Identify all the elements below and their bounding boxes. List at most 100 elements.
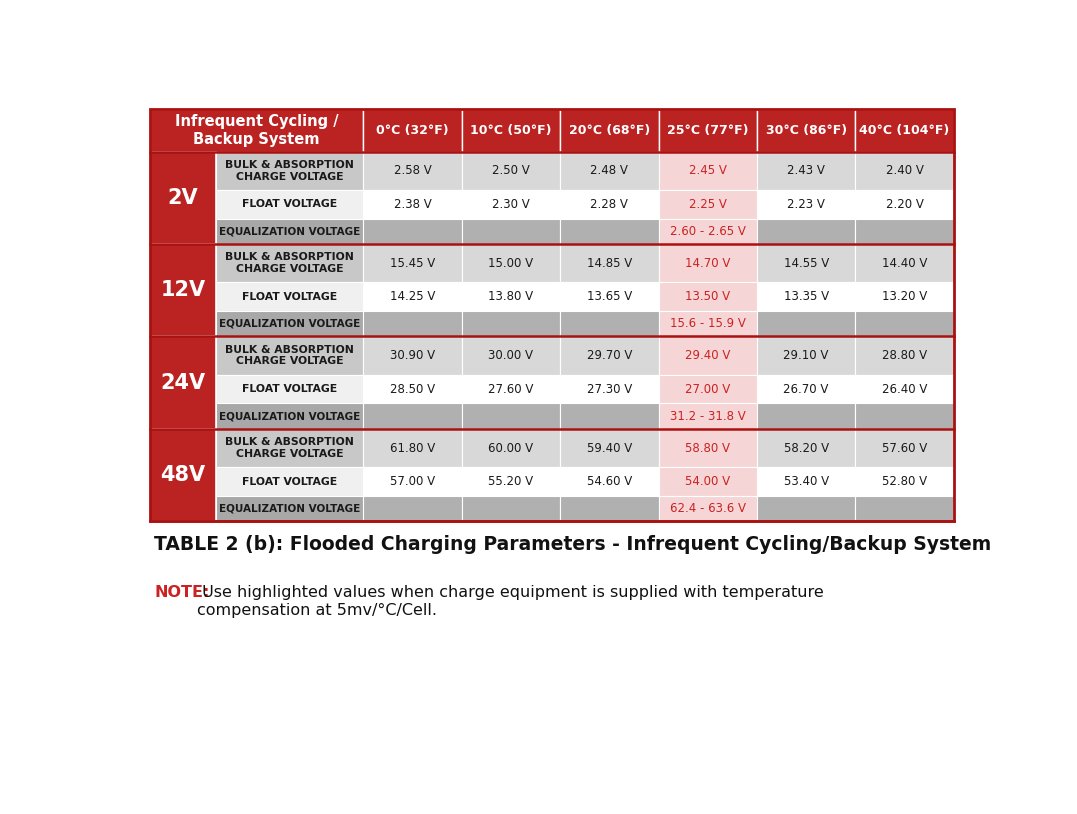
Text: 14.70 V: 14.70 V bbox=[685, 256, 730, 269]
Bar bbox=[560, 219, 658, 244]
Bar bbox=[363, 282, 462, 311]
Bar bbox=[757, 496, 855, 521]
Text: 28.50 V: 28.50 V bbox=[390, 383, 435, 396]
Text: 27.30 V: 27.30 V bbox=[587, 383, 632, 396]
Text: 0°C (32°F): 0°C (32°F) bbox=[376, 124, 449, 137]
Bar bbox=[150, 429, 216, 521]
Text: 14.25 V: 14.25 V bbox=[390, 291, 435, 304]
Bar bbox=[855, 496, 954, 521]
Bar bbox=[363, 467, 462, 496]
Text: 2.60 - 2.65 V: 2.60 - 2.65 V bbox=[670, 225, 745, 238]
Bar bbox=[757, 219, 855, 244]
Bar bbox=[855, 467, 954, 496]
Bar bbox=[757, 429, 855, 467]
Text: 2.50 V: 2.50 V bbox=[492, 164, 530, 177]
Text: 57.00 V: 57.00 V bbox=[390, 475, 435, 488]
Bar bbox=[216, 404, 363, 429]
Text: 24V: 24V bbox=[160, 373, 206, 392]
Bar bbox=[462, 496, 560, 521]
Bar bbox=[216, 496, 363, 521]
Bar bbox=[855, 375, 954, 404]
Bar bbox=[150, 151, 216, 244]
Text: BULK & ABSORPTION
CHARGE VOLTAGE: BULK & ABSORPTION CHARGE VOLTAGE bbox=[225, 252, 354, 274]
Text: FLOAT VOLTAGE: FLOAT VOLTAGE bbox=[242, 199, 337, 209]
Text: 54.00 V: 54.00 V bbox=[685, 475, 730, 488]
Bar bbox=[658, 219, 757, 244]
Bar bbox=[363, 151, 462, 190]
Bar bbox=[462, 109, 560, 151]
Bar bbox=[560, 496, 658, 521]
Text: BULK & ABSORPTION
CHARGE VOLTAGE: BULK & ABSORPTION CHARGE VOLTAGE bbox=[225, 160, 354, 182]
Bar bbox=[216, 190, 363, 219]
Text: 27.60 V: 27.60 V bbox=[488, 383, 533, 396]
Bar bbox=[560, 244, 658, 282]
Bar bbox=[560, 429, 658, 467]
Bar bbox=[560, 190, 658, 219]
Text: 30.00 V: 30.00 V bbox=[488, 349, 533, 362]
Bar bbox=[855, 282, 954, 311]
Bar bbox=[855, 311, 954, 336]
Bar bbox=[560, 467, 658, 496]
Text: 31.2 - 31.8 V: 31.2 - 31.8 V bbox=[670, 409, 745, 422]
Bar bbox=[363, 190, 462, 219]
Bar bbox=[855, 151, 954, 190]
Bar bbox=[757, 282, 855, 311]
Text: 15.6 - 15.9 V: 15.6 - 15.9 V bbox=[670, 317, 745, 330]
Text: 60.00 V: 60.00 V bbox=[488, 441, 533, 454]
Bar bbox=[658, 190, 757, 219]
Text: 2.48 V: 2.48 V bbox=[590, 164, 628, 177]
Bar bbox=[216, 467, 363, 496]
Bar bbox=[363, 496, 462, 521]
Text: 2.43 V: 2.43 V bbox=[787, 164, 825, 177]
Bar bbox=[658, 109, 757, 151]
Bar bbox=[462, 282, 560, 311]
Text: 61.80 V: 61.80 V bbox=[390, 441, 435, 454]
Bar bbox=[462, 151, 560, 190]
Bar bbox=[855, 190, 954, 219]
Text: 13.65 V: 13.65 V bbox=[587, 291, 632, 304]
Bar bbox=[560, 151, 658, 190]
Bar bbox=[757, 109, 855, 151]
Text: 2.45 V: 2.45 V bbox=[689, 164, 727, 177]
Text: FLOAT VOLTAGE: FLOAT VOLTAGE bbox=[242, 476, 337, 487]
Text: 53.40 V: 53.40 V bbox=[784, 475, 828, 488]
Text: 27.00 V: 27.00 V bbox=[685, 383, 730, 396]
Bar bbox=[658, 496, 757, 521]
Text: 30.90 V: 30.90 V bbox=[390, 349, 435, 362]
Text: 14.85 V: 14.85 V bbox=[587, 256, 632, 269]
Text: 20°C (68°F): 20°C (68°F) bbox=[569, 124, 649, 137]
Bar bbox=[757, 311, 855, 336]
Text: 14.55 V: 14.55 V bbox=[784, 256, 829, 269]
Text: 10°C (50°F): 10°C (50°F) bbox=[471, 124, 551, 137]
Text: 58.20 V: 58.20 V bbox=[784, 441, 828, 454]
Text: EQUALIZATION VOLTAGE: EQUALIZATION VOLTAGE bbox=[219, 226, 360, 236]
Text: 59.40 V: 59.40 V bbox=[587, 441, 632, 454]
Bar bbox=[216, 311, 363, 336]
Text: 2.40 V: 2.40 V bbox=[885, 164, 923, 177]
Bar bbox=[560, 311, 658, 336]
Bar bbox=[363, 375, 462, 404]
Bar bbox=[757, 467, 855, 496]
Text: TABLE 2 (b): Flooded Charging Parameters - Infrequent Cycling/Backup System: TABLE 2 (b): Flooded Charging Parameters… bbox=[154, 535, 991, 554]
Bar bbox=[462, 375, 560, 404]
Text: FLOAT VOLTAGE: FLOAT VOLTAGE bbox=[242, 384, 337, 394]
Bar bbox=[462, 336, 560, 375]
Text: 2.30 V: 2.30 V bbox=[492, 198, 530, 211]
Text: 28.80 V: 28.80 V bbox=[882, 349, 927, 362]
Bar bbox=[658, 429, 757, 467]
Text: 58.80 V: 58.80 V bbox=[685, 441, 730, 454]
Bar bbox=[150, 109, 363, 151]
Bar bbox=[658, 311, 757, 336]
Text: Infrequent Cycling /
Backup System: Infrequent Cycling / Backup System bbox=[174, 114, 338, 147]
Text: 30°C (86°F): 30°C (86°F) bbox=[766, 124, 847, 137]
Bar bbox=[757, 375, 855, 404]
Bar bbox=[216, 336, 363, 375]
Bar bbox=[462, 467, 560, 496]
Text: 2.28 V: 2.28 V bbox=[590, 198, 628, 211]
Bar bbox=[363, 109, 462, 151]
Bar bbox=[855, 404, 954, 429]
Text: 40°C (104°F): 40°C (104°F) bbox=[859, 124, 950, 137]
Text: 15.45 V: 15.45 V bbox=[390, 256, 435, 269]
Text: 2.23 V: 2.23 V bbox=[787, 198, 825, 211]
Text: 2.38 V: 2.38 V bbox=[393, 198, 431, 211]
